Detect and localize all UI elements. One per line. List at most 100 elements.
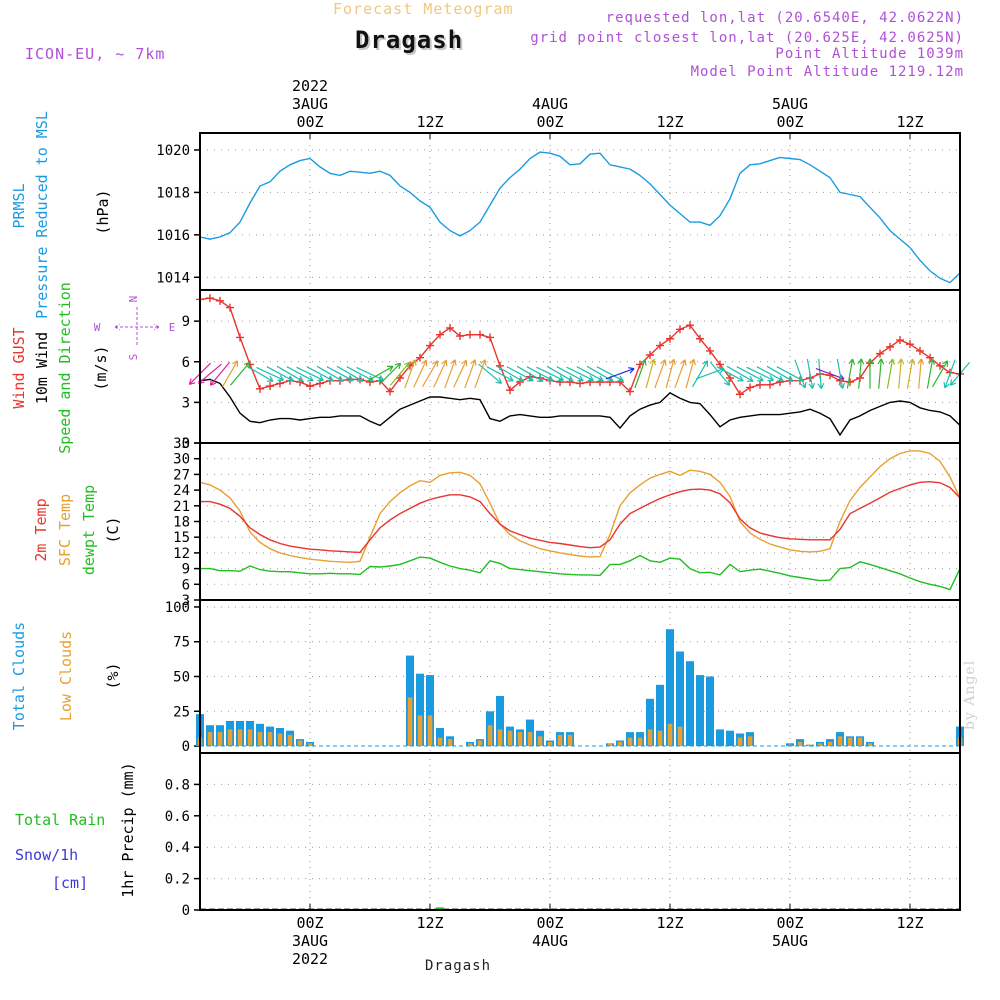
bottom-time-label: 12Z (656, 914, 683, 932)
low-cloud-bar (467, 743, 473, 747)
low-cloud-bar (437, 737, 443, 746)
wind-direction-arrow (366, 365, 394, 382)
bottom-time-label: 12Z (416, 914, 443, 932)
low-cloud-bar (447, 739, 453, 747)
ytick-label-wind: 0 (182, 436, 190, 452)
gust-point (836, 376, 844, 385)
wind-direction-arrow (326, 366, 354, 382)
wind-label-10m: 10m Wind (33, 332, 51, 404)
ytick-label-precip: 0.2 (165, 872, 190, 888)
ytick-label-temperature: 3 (182, 593, 190, 609)
precip-label-snow: Snow/1h (15, 846, 78, 864)
gust-point (636, 360, 644, 369)
low-cloud-bar (627, 737, 633, 746)
gust-point (846, 378, 854, 387)
top-time-label: 3AUG (292, 95, 328, 113)
wind-direction-arrow (496, 365, 524, 382)
wind-direction-arrow (336, 365, 364, 382)
requested-coords: requested lon,lat (20.6540E, 42.0622N) (605, 10, 964, 26)
low-cloud-bar (787, 744, 793, 747)
wind-direction-arrow (576, 366, 604, 382)
ytick-label-clouds: 100 (165, 600, 190, 616)
wind-direction-arrow (634, 359, 647, 389)
low-cloud-bar (257, 732, 263, 746)
total-cloud-bar (426, 675, 434, 746)
low-cloud-bar (617, 741, 623, 747)
panel-frame-temperature (199, 442, 961, 601)
gust-point (476, 330, 484, 339)
low-cloud-bar (207, 732, 213, 746)
low-cloud-bar (487, 725, 493, 747)
low-cloud-bar (517, 732, 523, 746)
wind-direction-arrow (197, 363, 222, 384)
ytick-label-temperature: 21 (173, 499, 190, 515)
ytick-label-wind: 3 (182, 395, 190, 411)
gust-point (746, 383, 754, 392)
panel-frame-clouds (199, 599, 961, 754)
wind-direction-arrow (926, 358, 936, 389)
wind-direction-arrow (866, 358, 874, 389)
wind-direction-arrow (943, 359, 956, 389)
low-cloud-bar (607, 743, 613, 747)
compass-rose-icon (114, 307, 160, 347)
low-cloud-bar (557, 734, 563, 746)
low-cloud-bar (297, 740, 303, 747)
ytick-label-pressure: 1020 (156, 143, 190, 159)
precip-label-cm: [cm] (52, 874, 88, 892)
low-cloud-bar (817, 743, 823, 747)
bottom-time-label: 00Z (776, 914, 803, 932)
wind-direction-arrow (556, 366, 584, 382)
top-time-label: 00Z (536, 113, 563, 131)
top-time-label: 2022 (292, 77, 328, 95)
point-altitude: Point Altitude 1039m (775, 46, 964, 62)
low-cloud-bar (407, 697, 413, 747)
gust-point (766, 380, 774, 389)
wind-direction-arrow (221, 360, 239, 388)
wind-direction-arrow (917, 358, 925, 389)
wind-direction-arrow (546, 365, 574, 382)
low-cloud-bar (237, 729, 243, 747)
ytick-label-clouds: 75 (173, 635, 190, 651)
wind-direction-arrow (877, 358, 885, 389)
precip-label-rain: Total Rain (15, 811, 105, 829)
ytick-label-temperature: 18 (173, 515, 190, 531)
gust-point (666, 334, 674, 343)
low-cloud-bar (547, 741, 553, 747)
total-cloud-bar (716, 729, 724, 747)
wind-direction-arrow (654, 359, 667, 389)
total-cloud-bar (696, 675, 704, 746)
total-cloud-bar (656, 684, 664, 746)
wind-label-direction: Speed and Direction (56, 282, 74, 454)
gust-point (736, 390, 744, 399)
wind-direction-arrow (464, 359, 477, 389)
pressure-label-unit: (hPa) (94, 189, 112, 234)
low-cloud-bar (497, 729, 503, 747)
wind-direction-arrow (566, 366, 594, 382)
wind-direction-arrow (389, 361, 411, 386)
panel-frame-wind (199, 289, 961, 444)
wind-direction-arrow (378, 362, 402, 385)
low-cloud-bar (507, 730, 513, 746)
low-cloud-bar (747, 736, 753, 746)
wind-direction-arrow (766, 365, 794, 382)
bottom-time-label: 3AUG (292, 932, 328, 950)
precip-bar (436, 907, 444, 910)
ytick-label-wind: 6 (182, 355, 190, 371)
gust-point (446, 323, 454, 332)
low-cloud-bar (307, 743, 313, 747)
wind-direction-arrow (209, 361, 231, 386)
total-cloud-bar (676, 651, 684, 747)
temp-label-dewpt: dewpt Temp (80, 485, 98, 575)
low-cloud-bar (227, 729, 233, 747)
ytick-label-precip: 0 (182, 903, 190, 919)
model-altitude: Model Point Altitude 1219.12m (690, 64, 964, 80)
bottom-time-label: 2022 (292, 950, 328, 968)
gust-point (216, 296, 224, 305)
gust-point (646, 350, 654, 359)
pressure-line (199, 151, 961, 284)
low-cloud-bar (537, 736, 543, 746)
model-label: ICON-EU, ~ 7km (25, 45, 166, 63)
gust-point (456, 332, 464, 341)
total-cloud-bar (436, 728, 444, 747)
low-cloud-bar (677, 726, 683, 747)
